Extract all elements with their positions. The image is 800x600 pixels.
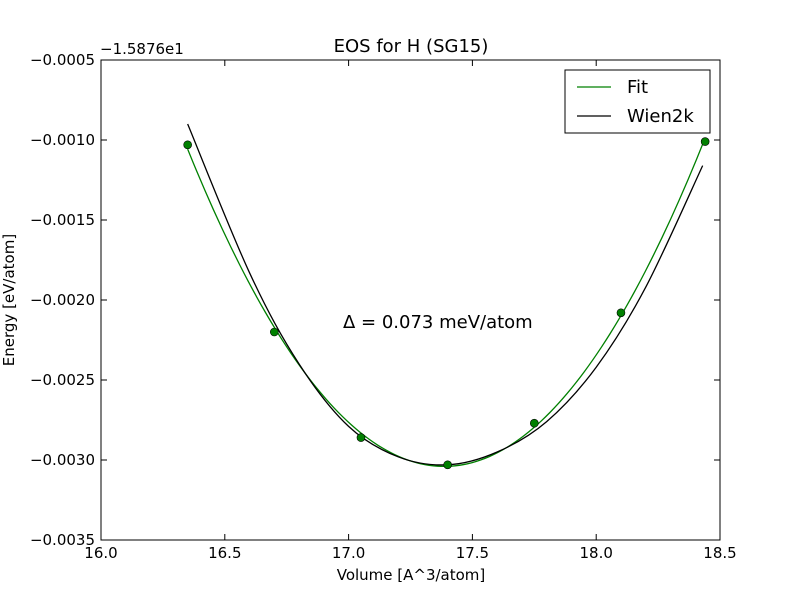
y-tick-label: −0.0020 [30, 291, 95, 309]
legend: Fit Wien2k [564, 69, 711, 134]
y-tick-label: −0.0005 [30, 51, 95, 69]
x-tick-label: 18.0 [579, 544, 612, 562]
x-tick-label: 16.5 [208, 544, 241, 562]
data-point [270, 327, 279, 337]
x-tick-label: 17.0 [332, 544, 365, 562]
data-point [183, 140, 192, 150]
series-line-wien2k [187, 123, 704, 466]
y-tick-label: −0.0010 [30, 131, 95, 149]
chart-title: EOS for H (SG15) [334, 36, 489, 57]
legend-label-wien2k: Wien2k [627, 106, 694, 127]
y-tick-label: −0.0015 [30, 211, 95, 229]
legend-box [564, 69, 711, 134]
data-point [443, 460, 452, 470]
delta-annotation: Δ = 0.073 meV/atom [343, 312, 533, 333]
y-axis-label: Energy [eV/atom] [0, 234, 18, 366]
legend-label-fit: Fit [627, 77, 648, 98]
y-offset-label: −1.5876e1 [100, 40, 184, 58]
data-point [529, 418, 539, 428]
data-point [700, 137, 710, 146]
x-tick-label: 17.5 [456, 544, 489, 562]
data-point [616, 308, 626, 318]
y-tick-label: −0.0035 [30, 531, 95, 549]
x-axis-label: Volume [A^3/atom] [337, 566, 486, 584]
x-tick-label: 16.0 [84, 544, 117, 562]
x-tick-label: 18.5 [703, 544, 736, 562]
y-tick-label: −0.0025 [30, 371, 95, 389]
series-line-fit [187, 137, 706, 468]
y-tick-label: −0.0030 [30, 451, 95, 469]
data-point [356, 433, 366, 442]
